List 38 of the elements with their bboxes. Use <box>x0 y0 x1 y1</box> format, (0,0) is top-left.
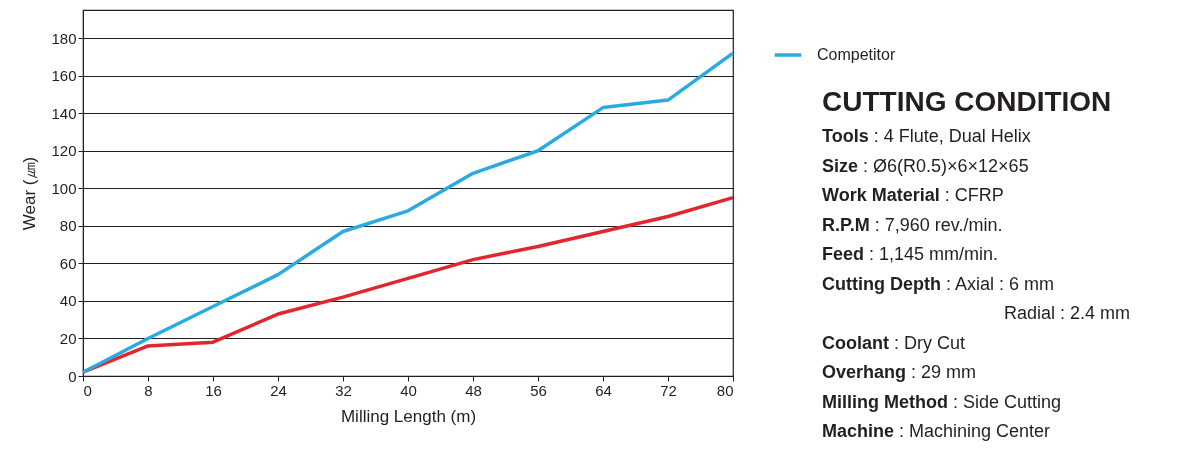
y-tick-label: 100 <box>51 179 77 197</box>
y-tick-label: 20 <box>59 329 77 347</box>
legend-label: Competitor <box>817 46 896 63</box>
x-tick-label: 80 <box>716 381 734 399</box>
text: Cutting Depth : Axial : 6 mm <box>822 272 1055 296</box>
x-tick-label: 8 <box>144 381 153 399</box>
text: Tools : 4 Flute, Dual Helix <box>822 125 1032 148</box>
x-tick-label: 72 <box>660 381 677 399</box>
x-tick-label: 48 <box>465 381 482 399</box>
y-axis-title: Wear (㎛) <box>20 156 40 231</box>
y-tick-label: 160 <box>51 67 77 85</box>
x-tick-label: 0 <box>83 381 92 399</box>
line-series <box>81 51 735 374</box>
text: Work Material : CFRP <box>822 184 1005 207</box>
text: Feed : 1,145 mm/min. <box>822 243 1000 266</box>
x-tick-label: 64 <box>595 381 612 399</box>
text: Machine : Machining Center <box>822 420 1052 443</box>
text: Radial : 2.4 mm <box>1003 302 1131 325</box>
y-tick-label: 60 <box>59 254 77 272</box>
line-series <box>81 195 735 374</box>
y-tick-label: 80 <box>59 217 77 235</box>
text: R.P.M : 7,960 rev./min. <box>822 213 1004 237</box>
x-axis-title: Milling Length (m) <box>340 406 477 426</box>
x-tick-label: 56 <box>530 381 547 399</box>
x-tick-label: 32 <box>335 381 352 399</box>
x-tick-label: 24 <box>270 381 287 399</box>
text: Coolant : Dry Cut <box>822 331 966 355</box>
x-tick-label: 40 <box>400 381 417 399</box>
y-tick-label: 0 <box>68 367 77 385</box>
text: Overhang : 29 mm <box>822 361 978 384</box>
y-tick-label: 120 <box>51 142 77 160</box>
text: Size : Ø6(R0.5)×6×12×65 <box>822 154 1030 178</box>
y-tick-label: 140 <box>51 104 77 122</box>
y-tick-label: 40 <box>59 292 77 310</box>
y-tick-label: 180 <box>51 29 77 47</box>
text: Milling Method : Side Cutting <box>822 390 1063 414</box>
x-tick-label: 16 <box>205 381 222 399</box>
text: CUTTING CONDITION <box>822 85 1113 119</box>
